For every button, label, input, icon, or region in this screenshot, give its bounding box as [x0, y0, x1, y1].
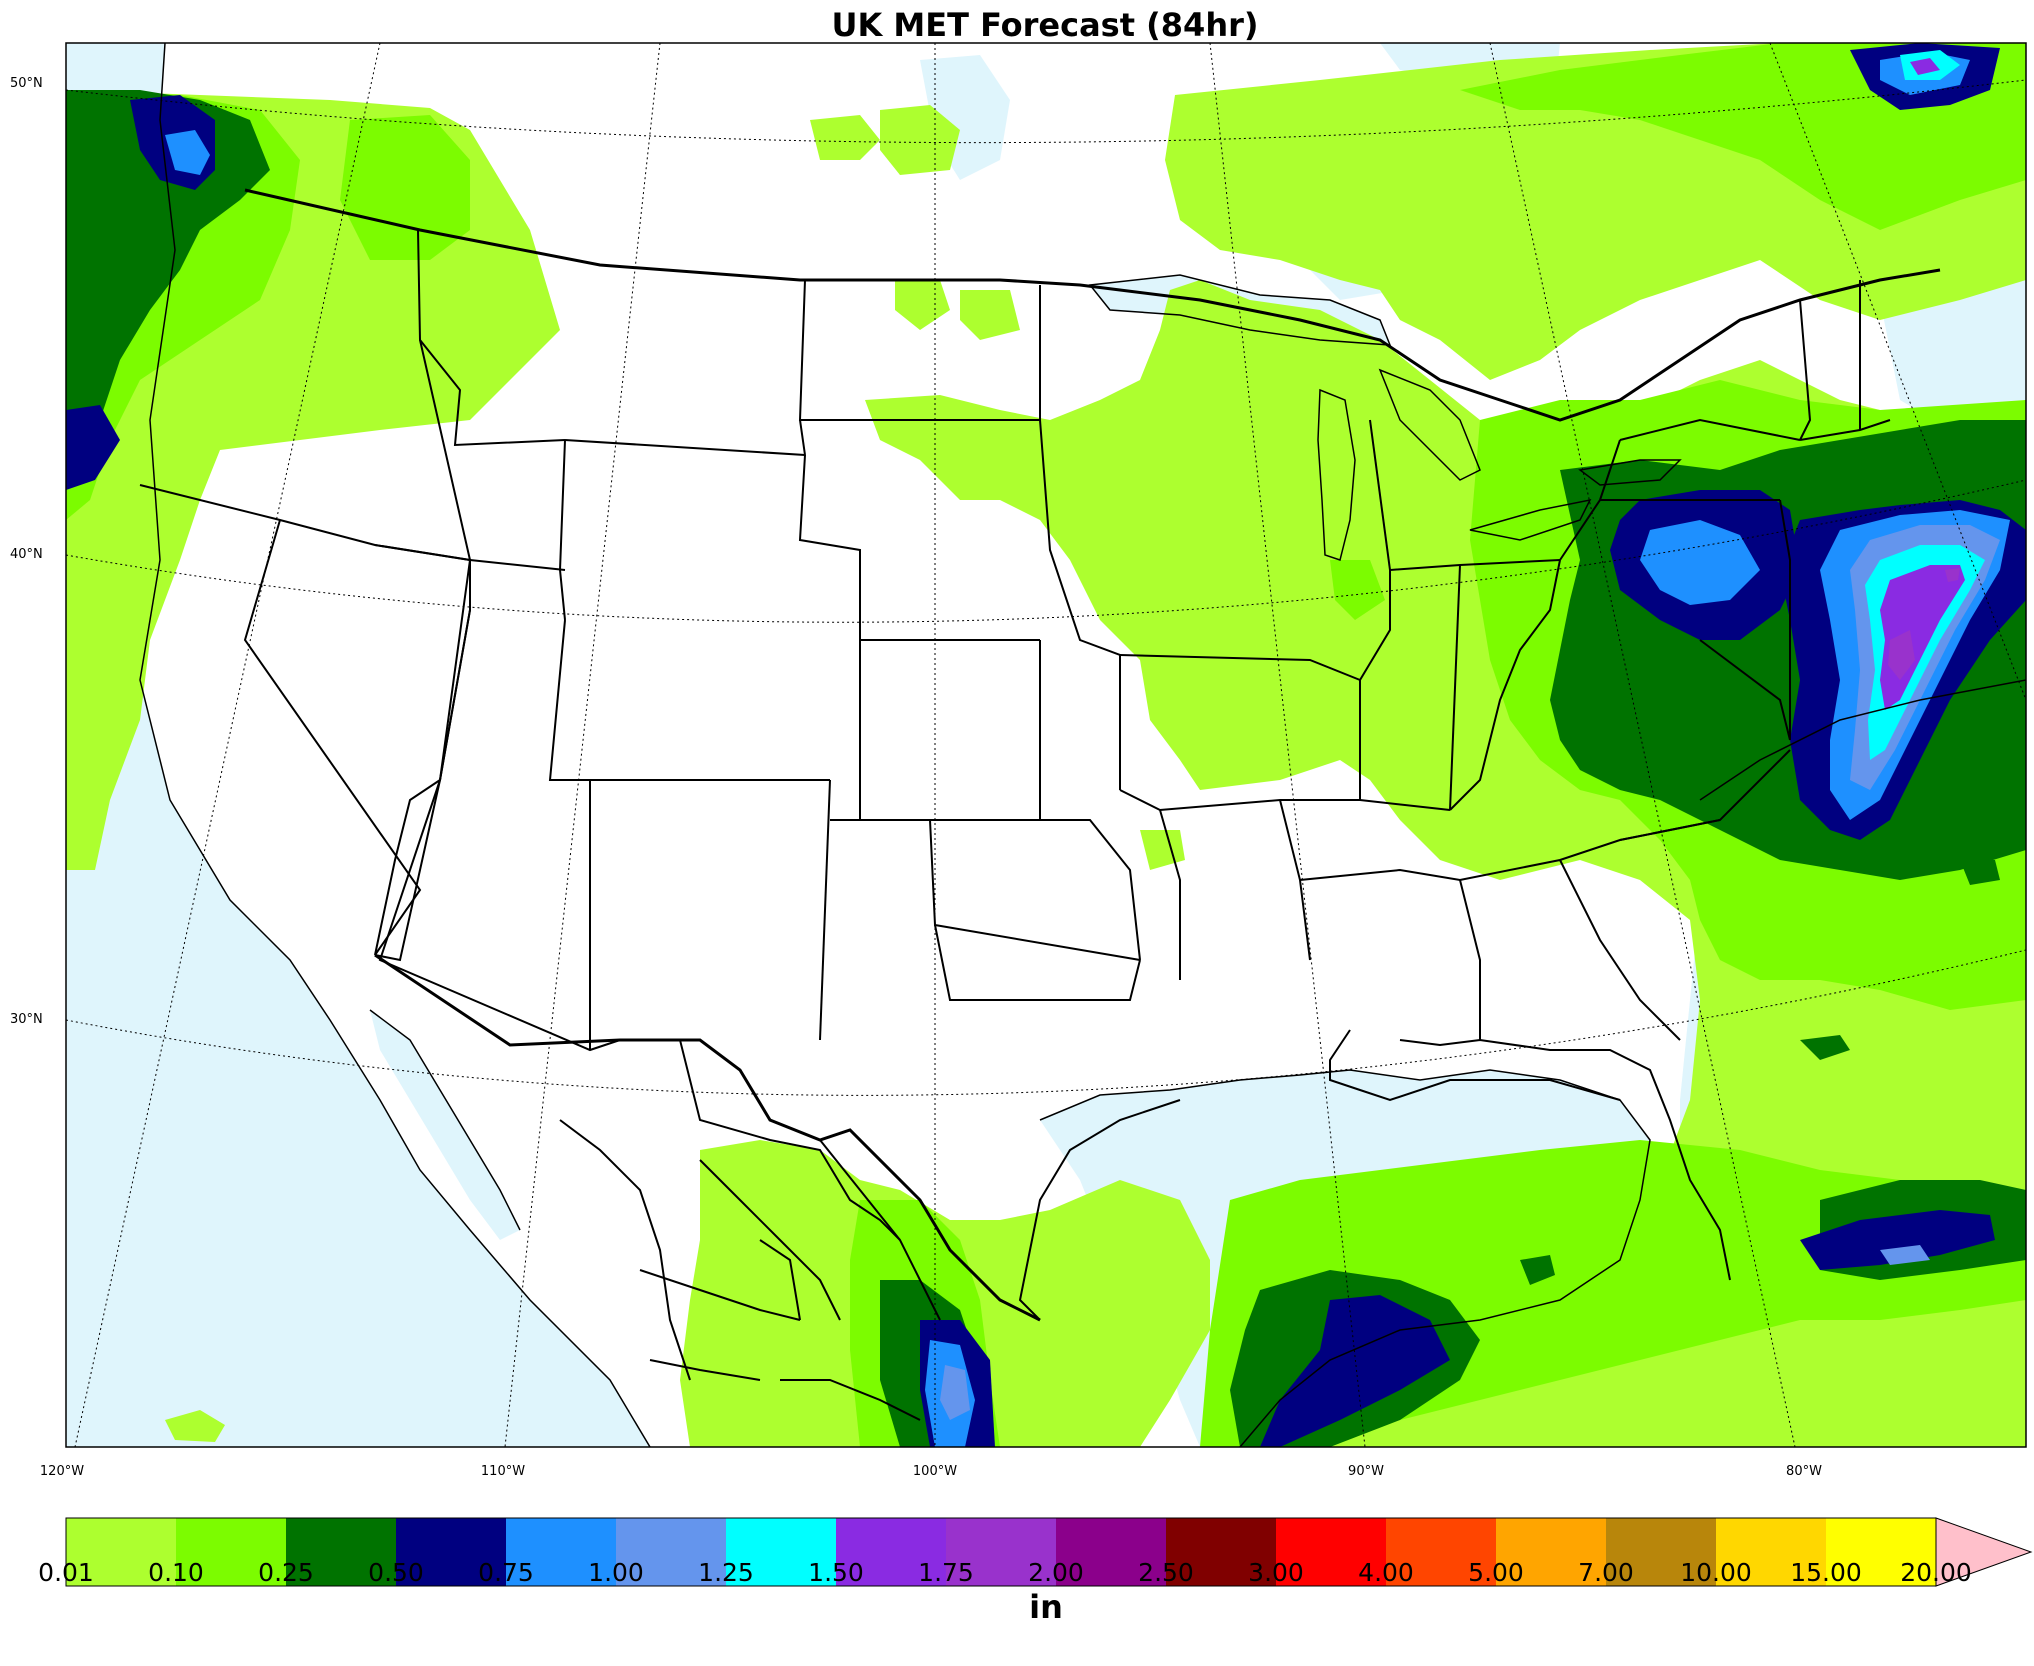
- colorbar-tick-label: 7.00: [1578, 1558, 1634, 1587]
- lon-label-80: 80°W: [1786, 1464, 1822, 1479]
- lon-label-120: 120°W: [39, 1464, 85, 1479]
- pacific-ocean: [66, 43, 650, 1447]
- colorbar-tick-label: 2.00: [1028, 1558, 1084, 1587]
- colorbar-tick-label: 1.75: [918, 1558, 974, 1587]
- map-title: UK MET Forecast (84hr): [831, 6, 1259, 44]
- colorbar-tick-label: 1.00: [588, 1558, 644, 1587]
- colorbar-unit-label: in: [1029, 1588, 1063, 1626]
- gulf-of-california: [370, 1010, 520, 1240]
- colorbar-swatch: [1716, 1518, 1826, 1586]
- colorbar-border: [65, 1517, 1937, 1587]
- colorbar-swatch: [396, 1518, 506, 1586]
- colorbar-tick-label: 1.50: [808, 1558, 864, 1587]
- colorbar-swatch: [506, 1518, 616, 1586]
- colorbar-tick-label: 15.00: [1790, 1558, 1862, 1587]
- colorbar-tick-label: 0.75: [478, 1558, 534, 1587]
- colorbar-swatch: [726, 1518, 836, 1586]
- colorbar-tick-label: 2.50: [1138, 1558, 1194, 1587]
- colorbar-tick-label: 3.00: [1248, 1558, 1304, 1587]
- colorbar-swatch: [66, 1518, 176, 1586]
- colorbar-swatch: [176, 1518, 286, 1586]
- colorbar-swatch: [1166, 1518, 1276, 1586]
- lat-label-30: 30°N: [10, 1012, 43, 1027]
- colorbar-tick-label: 0.50: [368, 1558, 424, 1587]
- lat-label-40: 40°N: [10, 547, 43, 562]
- coastlines: [139, 43, 2026, 1447]
- colorbar-swatch: [1056, 1518, 1166, 1586]
- colorbar-swatch: [1496, 1518, 1606, 1586]
- precip-1.75: [1888, 568, 1960, 680]
- colorbar-swatch: [286, 1518, 396, 1586]
- colorbar-swatch: [1606, 1518, 1716, 1586]
- colorbar-tick-label: 1.25: [698, 1558, 754, 1587]
- graticule: [66, 43, 2026, 1447]
- boundaries: [139, 188, 1941, 1421]
- colorbar-swatch: [946, 1518, 1056, 1586]
- lon-label-90: 90°W: [1348, 1464, 1384, 1479]
- lon-label-100: 100°W: [912, 1464, 958, 1479]
- colorbar-tick-label: 4.00: [1358, 1558, 1414, 1587]
- colorbar-tick-label: 5.00: [1468, 1558, 1524, 1587]
- colorbar-swatch: [616, 1518, 726, 1586]
- colorbar-swatch: [1276, 1518, 1386, 1586]
- colorbar-swatch: [1386, 1518, 1496, 1586]
- lat-label-50: 50°N: [10, 76, 43, 91]
- map-border: [65, 42, 2027, 1448]
- colorbar-swatch: [1826, 1518, 1936, 1586]
- colorbar-tick-label: 0.25: [258, 1558, 314, 1587]
- colorbar: [65, 1517, 2033, 1587]
- colorbar-tick-label: 10.00: [1680, 1558, 1752, 1587]
- colorbar-tick-label: 0.01: [38, 1558, 94, 1587]
- colorbar-swatch: [836, 1518, 946, 1586]
- lon-label-110: 110°W: [480, 1464, 526, 1479]
- colorbar-tick-label: 20.00: [1900, 1558, 1972, 1587]
- colorbar-tick-label: 0.10: [148, 1558, 204, 1587]
